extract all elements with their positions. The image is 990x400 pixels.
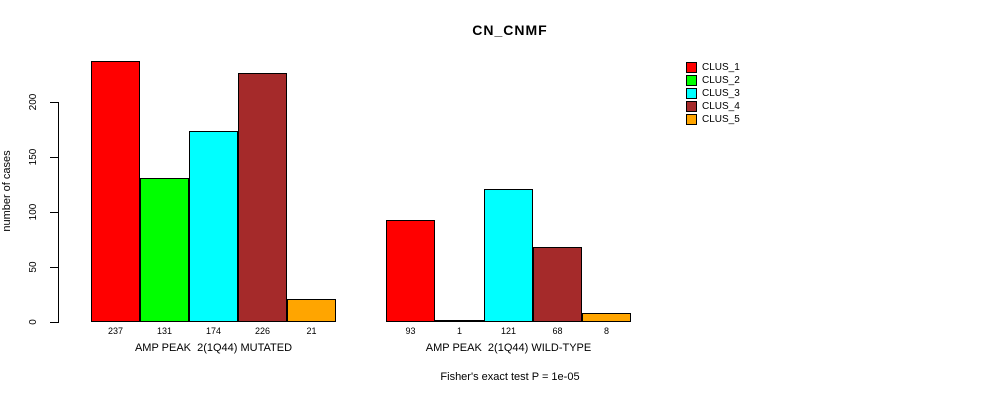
legend-swatch-icon	[686, 101, 697, 112]
bar-clus_4-group2	[533, 247, 582, 322]
bar-clus_3-group2	[484, 189, 533, 322]
legend-label: CLUS_3	[702, 88, 740, 99]
bar-value-label: 68	[552, 326, 563, 336]
bar-clus_5-group1	[287, 299, 336, 322]
legend-swatch-icon	[686, 75, 697, 86]
bar-clus_1-group2	[386, 220, 435, 322]
legend-item: CLUS_1	[686, 61, 740, 74]
chart-title: CN_CNMF	[472, 22, 548, 38]
legend-label: CLUS_5	[702, 114, 740, 125]
y-tick-label: 200	[28, 93, 39, 111]
y-tick-label: 50	[28, 261, 39, 273]
group-label: AMP PEAK 2(1Q44) WILD-TYPE	[425, 342, 592, 354]
bar-value-label: 174	[205, 326, 222, 336]
bar-value-label: 21	[306, 326, 317, 336]
y-tick-label: 0	[28, 319, 39, 325]
bar-value-label: 121	[500, 326, 517, 336]
bar-value-label: 131	[156, 326, 173, 336]
y-tick	[50, 212, 58, 213]
bar-clus_2-group1	[140, 178, 189, 322]
y-axis-label: number of cases	[1, 150, 13, 232]
legend-item: CLUS_5	[686, 113, 740, 126]
bar-clus_1-group1	[91, 61, 140, 322]
bar-value-label: 8	[603, 326, 609, 336]
y-tick-label: 150	[28, 148, 39, 166]
legend-label: CLUS_1	[702, 62, 740, 73]
bar-value-label: 226	[254, 326, 271, 336]
legend-swatch-icon	[686, 114, 697, 125]
legend-item: CLUS_2	[686, 74, 740, 87]
fisher-test-annotation: Fisher's exact test P = 1e-05	[440, 371, 580, 383]
bar-value-label: 1	[456, 326, 462, 336]
y-tick	[50, 267, 58, 268]
legend: CLUS_1 CLUS_2 CLUS_3 CLUS_4 CLUS_5	[686, 61, 740, 126]
y-tick	[50, 322, 58, 323]
bar-clus_5-group2	[582, 313, 631, 322]
bar-value-label: 237	[107, 326, 124, 336]
legend-item: CLUS_4	[686, 100, 740, 113]
group-label: AMP PEAK 2(1Q44) MUTATED	[134, 342, 293, 354]
bar-clus_3-group1	[189, 131, 238, 322]
y-tick-label: 100	[28, 203, 39, 221]
bar-clus_4-group1	[238, 73, 287, 322]
legend-label: CLUS_4	[702, 101, 740, 112]
legend-label: CLUS_2	[702, 75, 740, 86]
legend-swatch-icon	[686, 62, 697, 73]
y-tick	[50, 102, 58, 103]
bar-value-label: 93	[405, 326, 416, 336]
y-axis-line	[58, 102, 59, 323]
legend-item: CLUS_3	[686, 87, 740, 100]
legend-swatch-icon	[686, 88, 697, 99]
bar-clus_2-group2	[435, 320, 484, 322]
y-tick	[50, 157, 58, 158]
